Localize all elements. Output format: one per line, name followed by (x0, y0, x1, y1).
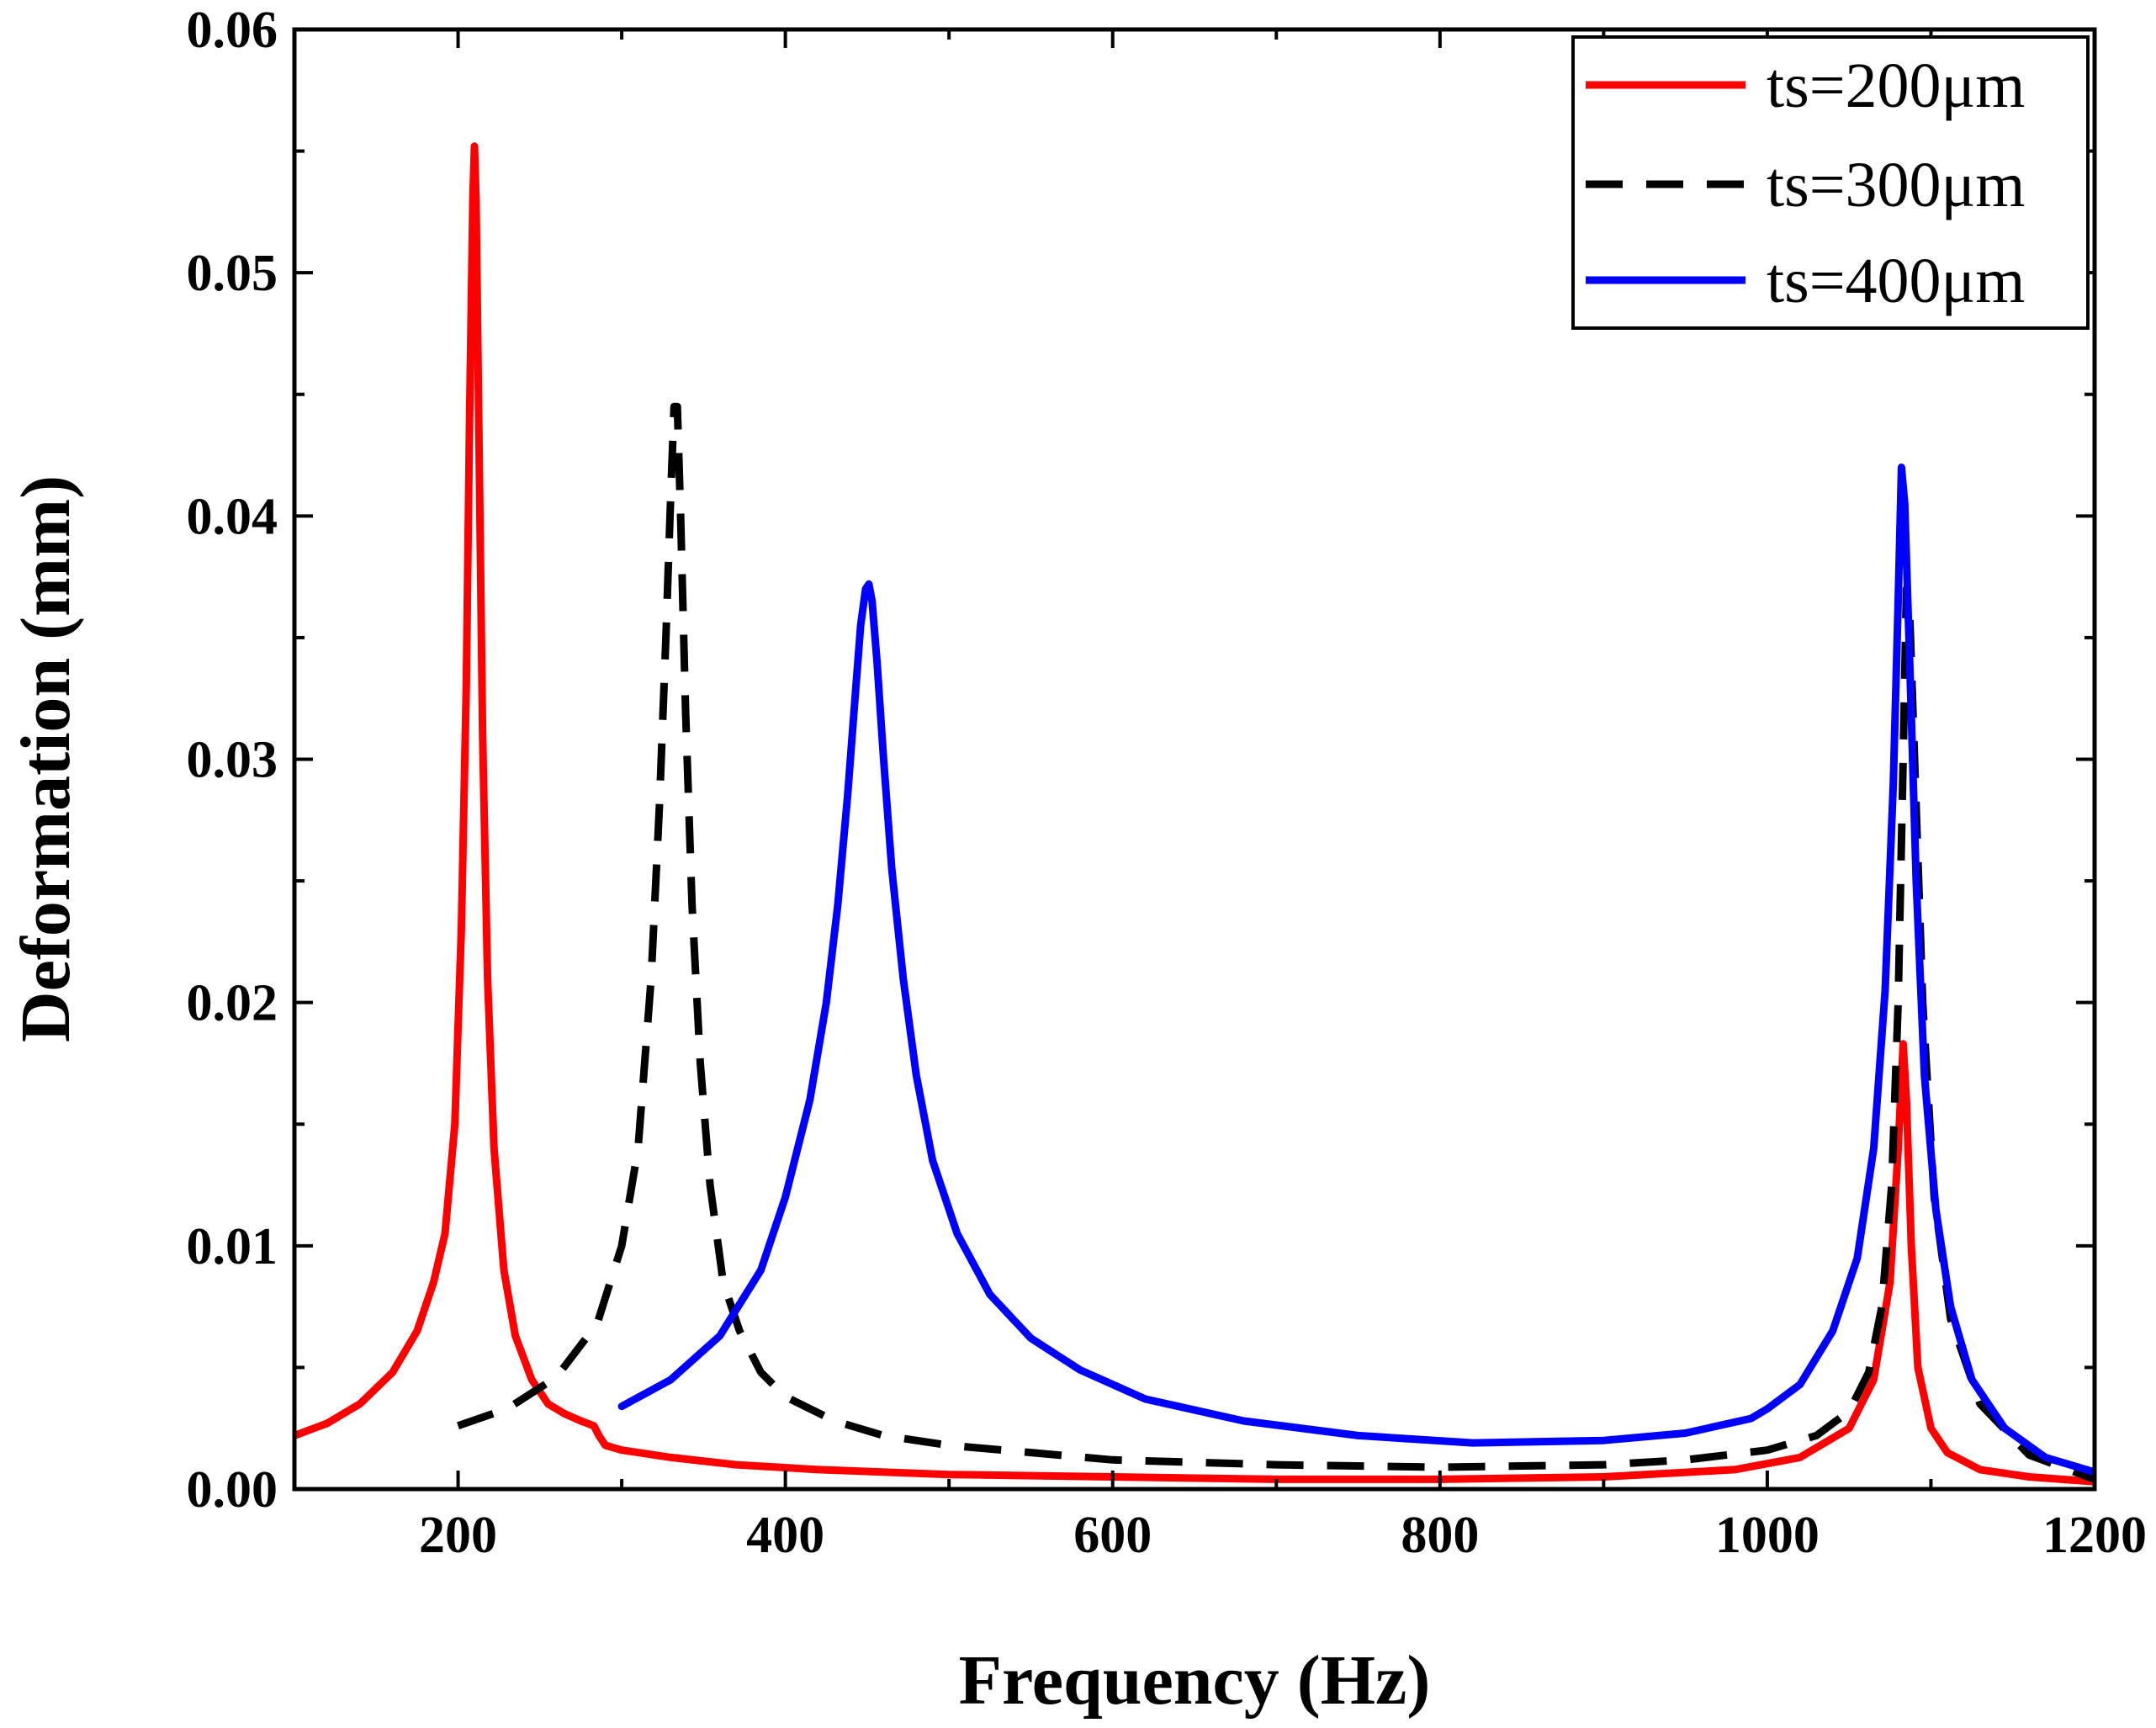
legend: ts=200μm ts=300μm ts=400μm (1571, 35, 2090, 330)
x-tick-label: 800 (1401, 1507, 1479, 1564)
legend-label-1: ts=200μm (1767, 50, 2025, 121)
y-tick-label: 0.04 (187, 488, 278, 545)
y-tick-label: 0.01 (187, 1218, 278, 1275)
legend-label-3: ts=400μm (1767, 246, 2025, 316)
y-axis-label: Deformation (mm) (7, 475, 85, 1042)
y-tick-label: 0.03 (187, 732, 278, 789)
y-tick-label: 0.02 (187, 975, 278, 1032)
x-tick-label: 200 (419, 1507, 497, 1564)
x-tick-label: 1200 (2042, 1507, 2147, 1564)
y-tick-label: 0.06 (187, 2, 278, 59)
x-axis-label: Frequency (Hz) (959, 1641, 1431, 1720)
y-tick-label: 0.00 (187, 1461, 278, 1519)
x-axis: 200 400 600 800 1000 1200 (293, 29, 2147, 1564)
series-layer (294, 142, 2095, 1486)
x-tick-label: 600 (1073, 1507, 1152, 1564)
x-tick-label: 1000 (1715, 1507, 1820, 1564)
series-line-1 (294, 142, 2095, 1486)
y-tick-label: 0.05 (187, 245, 278, 302)
legend-label-2: ts=300μm (1767, 150, 2025, 220)
series-line-3 (617, 464, 2095, 1476)
x-tick-label: 400 (746, 1507, 824, 1564)
y-axis: 0.00 0.01 0.02 0.03 0.04 0.05 0.06 (187, 2, 2095, 1519)
